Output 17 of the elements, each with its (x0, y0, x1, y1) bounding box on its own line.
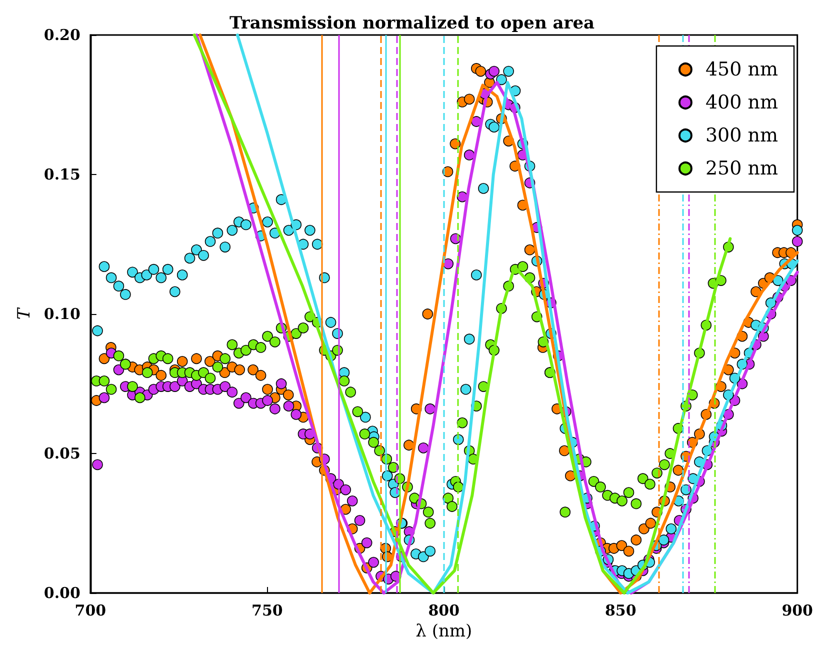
legend-label: 400 nm (705, 92, 778, 114)
y-tick-label: 0.20 (44, 26, 80, 44)
y-tick-label: 0.15 (44, 166, 80, 184)
x-axis-title: λ (nm) (416, 622, 472, 642)
legend-label: 250 nm (705, 158, 778, 180)
y-axis-title: T (14, 306, 34, 320)
chart-title: Transmission normalized to open area (229, 14, 595, 34)
legend-label: 450 nm (705, 58, 778, 80)
x-tick-label: 850 (604, 602, 636, 620)
x-tick-label: 800 (428, 602, 460, 620)
x-tick-label: 700 (74, 602, 106, 620)
legend-label: 300 nm (705, 124, 778, 146)
x-tick-label: 900 (782, 602, 813, 620)
y-tick-label: 0.10 (44, 305, 80, 323)
y-tick-label: 0.05 (44, 444, 80, 462)
y-tick-label: 0.00 (44, 584, 80, 602)
x-tick-label: 750 (252, 602, 283, 620)
